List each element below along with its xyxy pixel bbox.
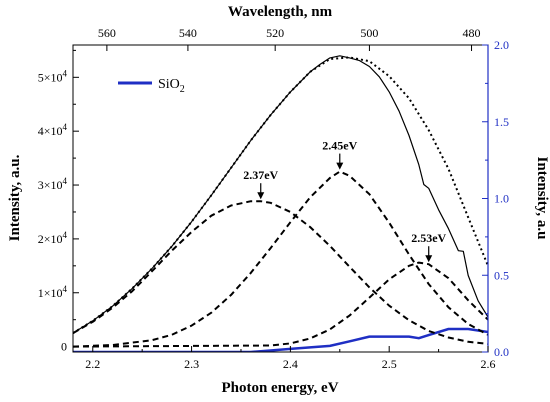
y-tick-label: 4×104 <box>38 122 68 138</box>
peak-annotation: 2.53eV <box>411 231 447 263</box>
legend: SiO2 <box>118 77 185 95</box>
right-tick-label: 1.0 <box>494 192 509 206</box>
x-tick-label: 2.2 <box>85 357 100 371</box>
peak-annotation: 2.37eV <box>243 168 279 200</box>
peak-annotation-label: 2.37eV <box>243 168 278 182</box>
y-tick-label: 2×104 <box>38 230 68 246</box>
top-tick-label: 480 <box>463 26 481 40</box>
y-tick-label: 3×104 <box>38 176 68 192</box>
top-axis-title: Wavelength, nm <box>228 4 333 20</box>
legend-label-sio2: SiO2 <box>158 77 185 95</box>
x-tick-label: 2.5 <box>382 357 397 371</box>
x-tick-label: 2.3 <box>184 357 199 371</box>
plot-lines <box>73 55 488 352</box>
right-tick-label: 0.0 <box>494 345 509 359</box>
top-tick-label: 560 <box>98 26 116 40</box>
y-tick-label: 0 <box>61 340 67 354</box>
annotations: 2.37eV 2.45eV 2.53eV <box>243 139 447 263</box>
right-tick-label: 1.5 <box>494 115 509 129</box>
sio2-line <box>73 327 488 352</box>
peak-annotation: 2.45eV <box>322 139 358 170</box>
top-tick-label: 520 <box>266 26 284 40</box>
y-tick-label: 5×104 <box>38 68 68 84</box>
y-tick-label: 1×104 <box>38 284 68 300</box>
peak-annotation-label: 2.45eV <box>322 139 357 153</box>
x-axis-title: Photon energy, eV <box>221 380 338 396</box>
x-tick-label: 2.4 <box>283 357 298 371</box>
series-line-5-dashed <box>73 170 488 348</box>
x-tick-label: 2.6 <box>481 357 496 371</box>
right-axis-title: Intensity, a.u <box>534 157 550 240</box>
series-line-6-dashed <box>73 261 488 348</box>
peak-annotation-label: 2.53eV <box>411 231 446 245</box>
right-tick-label: 2.0 <box>494 38 509 52</box>
series-line-3-dotted <box>73 56 488 334</box>
top-tick-label: 500 <box>360 26 378 40</box>
ticks: 2.2 2.3 2.4 2.5 2.6 560 540 520 500 480 0 1×104 2×10… <box>38 26 509 371</box>
top-tick-label: 540 <box>179 26 197 40</box>
right-tick-label: 0.5 <box>494 268 509 282</box>
y-axis-title: Intensity, a.u. <box>7 154 23 241</box>
series-line-2-solid <box>73 55 488 334</box>
series-line-4-dashed <box>73 200 488 345</box>
